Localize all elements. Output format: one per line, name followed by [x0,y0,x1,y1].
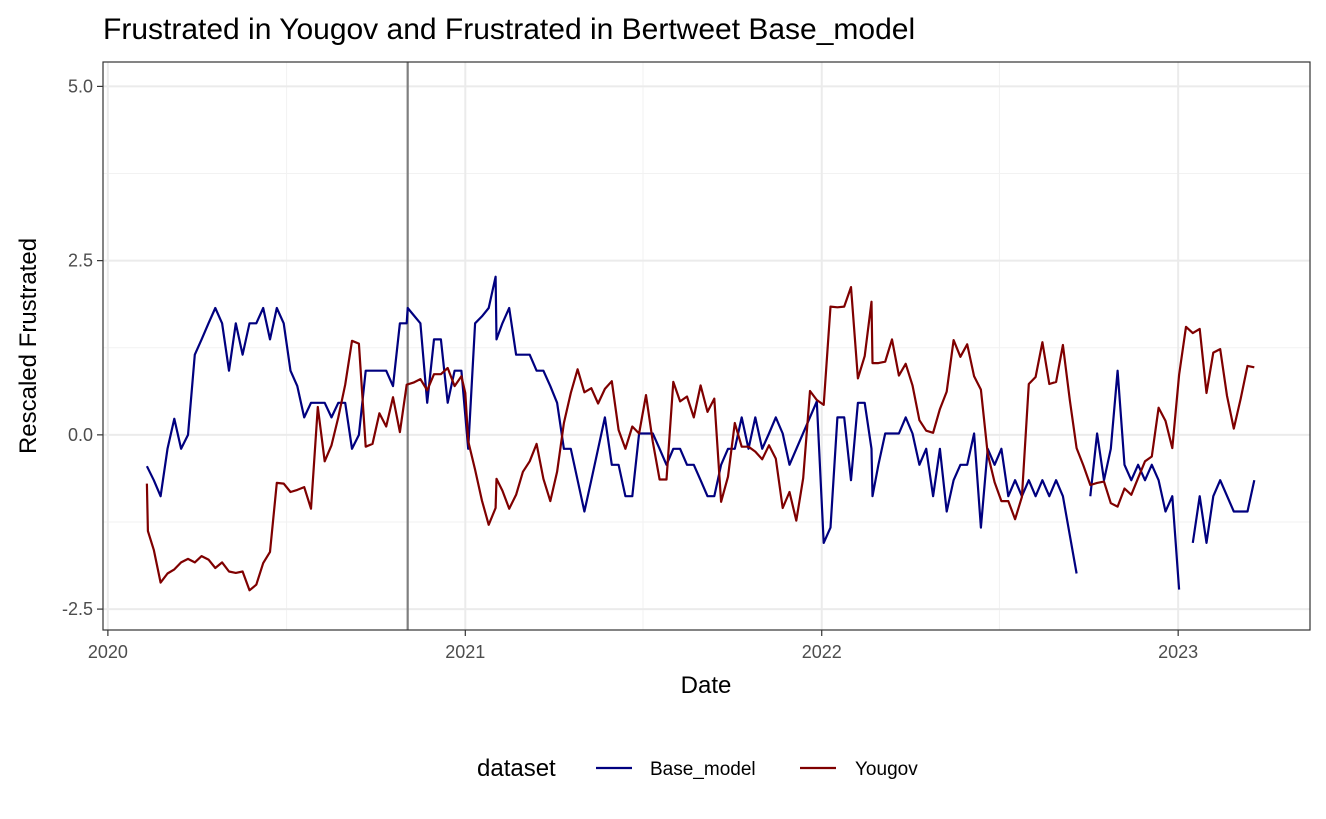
legend-label-base-model: Base_model [650,759,756,780]
y-axis-title: Rescaled Frustrated [15,238,42,454]
x-axis-title: Date [681,672,732,699]
legend: dataset Base_model Yougov [477,755,918,782]
plot-panel [102,61,1311,631]
x-tick-label: 2020 [88,642,128,662]
y-tick-label: 5.0 [68,76,93,96]
y-axis-ticks: -2.5 0.0 2.5 5.0 [62,76,103,619]
x-axis-ticks: 2020 2021 2022 2023 [88,630,1198,662]
y-tick-label: 0.0 [68,425,93,445]
y-tick-label: -2.5 [62,599,93,619]
grid-minor [103,62,1310,630]
x-tick-label: 2021 [445,642,485,662]
y-tick-label: 2.5 [68,251,93,271]
legend-title: dataset [477,755,556,782]
series-layer [145,275,1256,592]
series-line-base-model [145,275,1256,590]
chart-title: Frustrated in Yougov and Frustrated in B… [103,13,915,46]
panel-border [102,61,1311,631]
x-tick-label: 2022 [802,642,842,662]
legend-label-yougov: Yougov [855,759,918,780]
x-tick-label: 2023 [1158,642,1198,662]
grid-major [103,62,1310,630]
series-line-yougov [145,286,1255,592]
